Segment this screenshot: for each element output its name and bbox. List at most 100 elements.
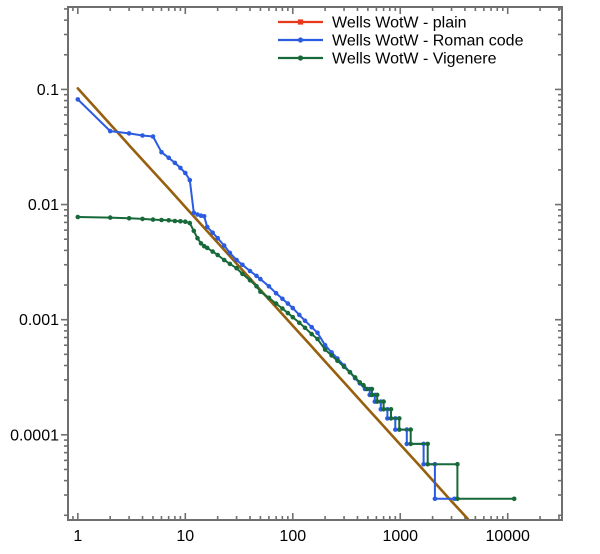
data-point-marker bbox=[361, 382, 366, 388]
data-point-marker bbox=[364, 386, 370, 392]
data-point-marker bbox=[425, 461, 431, 467]
y-axis-tick-label: 0.001 bbox=[19, 312, 59, 329]
series-wells-wotw-plain bbox=[76, 87, 470, 521]
data-point-marker bbox=[187, 220, 193, 226]
data-point-marker bbox=[385, 416, 390, 421]
data-point-marker bbox=[425, 441, 431, 447]
x-axis-tick-label: 1 bbox=[73, 528, 82, 545]
data-point-marker bbox=[254, 273, 259, 279]
data-point-marker bbox=[290, 314, 296, 320]
y-axis-tick-label: 0.1 bbox=[37, 82, 59, 99]
data-point-marker bbox=[352, 375, 358, 380]
data-point-marker bbox=[357, 380, 363, 385]
data-point-marker bbox=[107, 215, 113, 220]
data-point-marker bbox=[335, 358, 340, 364]
data-point-marker bbox=[374, 399, 380, 404]
data-point-marker bbox=[285, 310, 291, 316]
data-point-marker bbox=[166, 155, 171, 161]
data-point-marker bbox=[75, 214, 81, 220]
data-point-marker bbox=[140, 216, 145, 222]
data-point-marker bbox=[258, 289, 263, 295]
data-point-marker bbox=[215, 235, 220, 241]
data-point-marker bbox=[215, 252, 220, 258]
data-point-marker bbox=[397, 427, 402, 432]
legend-label-wells-wotw-plain: Wells WotW - plain bbox=[332, 15, 467, 32]
data-point-marker bbox=[455, 496, 460, 502]
data-point-marker bbox=[140, 133, 145, 138]
data-point-marker bbox=[408, 427, 414, 432]
data-point-marker bbox=[247, 268, 253, 274]
x-axis-tick-label: 10000 bbox=[485, 528, 530, 545]
data-point-marker bbox=[150, 217, 156, 222]
x-axis-tick-label: 100 bbox=[279, 528, 306, 545]
legend-label-wells-wotw-vigenere: Wells WotW - Vigenere bbox=[332, 51, 497, 68]
data-point-marker bbox=[302, 318, 308, 324]
data-point-marker bbox=[75, 97, 81, 102]
legend-label-wells-wotw-roman-code: Wells WotW - Roman code bbox=[332, 33, 524, 50]
data-point-marker bbox=[201, 214, 207, 219]
data-point-marker bbox=[227, 250, 233, 256]
data-point-marker bbox=[315, 336, 320, 342]
data-point-marker bbox=[183, 219, 188, 224]
data-point-marker bbox=[210, 249, 215, 254]
data-point-marker bbox=[341, 364, 347, 370]
data-point-marker bbox=[178, 219, 183, 224]
series-wells-wotw-roman-code bbox=[75, 97, 457, 502]
data-point-marker bbox=[178, 165, 183, 171]
data-point-marker bbox=[369, 392, 375, 398]
data-point-marker bbox=[221, 243, 227, 248]
data-point-marker bbox=[126, 131, 132, 136]
data-point-marker bbox=[455, 461, 460, 467]
data-point-marker bbox=[266, 295, 272, 301]
data-point-marker bbox=[210, 230, 215, 235]
data-point-marker bbox=[309, 324, 315, 330]
data-point-marker bbox=[258, 276, 263, 282]
legend-swatch-marker-wells-wotw-plain bbox=[297, 19, 304, 25]
data-point-marker bbox=[266, 284, 272, 289]
data-point-marker bbox=[240, 271, 245, 277]
data-point-marker bbox=[388, 416, 394, 421]
data-point-marker bbox=[315, 330, 320, 336]
x-axis-tick-label: 1000 bbox=[382, 528, 418, 545]
y-axis-tick-label: 0.0001 bbox=[10, 427, 59, 444]
legend-swatch-marker-wells-wotw-vigenere bbox=[297, 55, 304, 61]
data-point-marker bbox=[150, 134, 156, 139]
data-point-marker bbox=[273, 290, 279, 296]
data-point-marker bbox=[381, 407, 386, 412]
data-point-marker bbox=[204, 245, 210, 251]
data-point-marker bbox=[280, 296, 285, 302]
data-point-marker bbox=[280, 306, 285, 311]
data-point-marker bbox=[404, 441, 410, 447]
data-point-marker bbox=[234, 265, 239, 271]
series-wells-wotw-vigenere bbox=[75, 214, 517, 502]
data-point-marker bbox=[191, 210, 197, 215]
data-point-marker bbox=[302, 325, 308, 331]
data-point-marker bbox=[204, 224, 210, 230]
data-point-marker bbox=[195, 235, 200, 241]
data-point-marker bbox=[198, 241, 204, 246]
data-point-marker bbox=[240, 262, 245, 268]
data-point-marker bbox=[369, 386, 375, 392]
data-point-marker bbox=[221, 257, 227, 263]
data-point-marker bbox=[421, 461, 426, 467]
data-point-marker bbox=[309, 331, 315, 337]
data-point-marker bbox=[227, 261, 233, 267]
data-point-marker bbox=[432, 496, 438, 502]
data-point-marker bbox=[397, 416, 402, 421]
data-point-marker bbox=[159, 217, 164, 223]
y-axis-tick-label: 0.01 bbox=[28, 197, 59, 214]
data-point-marker bbox=[195, 212, 200, 217]
data-point-marker bbox=[172, 218, 178, 224]
data-point-marker bbox=[247, 278, 253, 283]
plot-frame bbox=[67, 6, 563, 521]
data-point-marker bbox=[297, 312, 302, 318]
data-point-marker bbox=[234, 257, 239, 263]
data-point-marker bbox=[297, 320, 302, 326]
data-point-marker bbox=[322, 347, 328, 352]
data-point-marker bbox=[290, 305, 296, 311]
data-point-marker bbox=[172, 160, 178, 166]
data-point-marker bbox=[347, 369, 353, 375]
